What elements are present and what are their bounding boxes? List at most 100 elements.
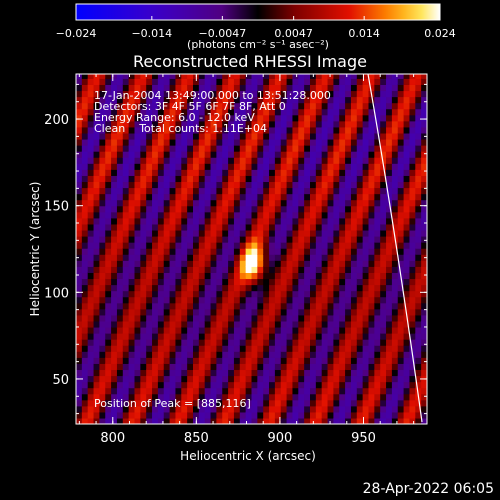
heatmap-cell: [345, 163, 352, 170]
heatmap-cell: [245, 375, 253, 383]
heatmap-cell: [111, 163, 118, 170]
heatmap-cell: [356, 126, 364, 134]
heatmap-cell: [304, 248, 311, 255]
heatmap-cell: [204, 169, 212, 176]
heatmap-cell: [315, 296, 323, 304]
heatmap-cell: [93, 375, 100, 383]
heatmap-cell: [198, 393, 206, 401]
heatmap-cell: [333, 345, 340, 352]
heatmap-cell: [216, 229, 223, 237]
heatmap-cell: [409, 308, 416, 316]
heatmap-cell: [403, 217, 411, 225]
heatmap-cell: [333, 175, 340, 183]
heatmap-cell: [93, 326, 100, 334]
heatmap-cell: [169, 151, 177, 158]
heatmap-cell: [298, 108, 305, 116]
heatmap-cell: [181, 387, 188, 395]
heatmap-cell: [146, 405, 153, 413]
heatmap-cell: [128, 314, 136, 322]
heatmap-cell: [187, 187, 194, 195]
heatmap-cell: [333, 229, 340, 237]
heatmap-cell: [298, 387, 305, 395]
heatmap-cell: [310, 375, 317, 383]
heatmap-cell: [216, 284, 223, 292]
heatmap-cell: [327, 151, 334, 158]
heatmap-cell: [116, 74, 124, 79]
heatmap-cell: [403, 284, 411, 292]
heatmap-cell: [93, 369, 100, 377]
heatmap-cell: [134, 363, 141, 371]
heatmap-cell: [76, 114, 83, 122]
heatmap-cell: [76, 345, 83, 352]
heatmap-cell: [105, 187, 112, 195]
heatmap-cell: [181, 357, 188, 364]
heatmap-cell: [116, 320, 124, 328]
heatmap-cell: [169, 132, 177, 140]
heatmap-cell: [315, 375, 323, 383]
heatmap-cell: [310, 308, 317, 316]
heatmap-cell: [181, 78, 188, 85]
heatmap-cell: [93, 169, 100, 176]
heatmap-cell: [263, 326, 270, 334]
heatmap-cell: [134, 296, 141, 304]
heatmap-cell: [257, 120, 264, 128]
heatmap-cell: [93, 132, 100, 140]
heatmap-cell: [374, 74, 381, 79]
heatmap-cell: [198, 84, 206, 92]
heatmap-cell: [333, 266, 340, 273]
colorbar-tick-label: 0.014: [348, 27, 380, 40]
heatmap-cell: [122, 199, 130, 207]
heatmap-cell: [345, 351, 352, 358]
heatmap-cell: [274, 199, 282, 207]
heatmap-cell: [222, 399, 229, 407]
heatmap-cell: [345, 320, 352, 328]
heatmap-cell: [263, 363, 270, 371]
heatmap-cell: [146, 163, 153, 170]
heatmap-cell: [187, 290, 194, 298]
heatmap-cell: [257, 296, 264, 304]
heatmap-cell: [304, 345, 311, 352]
heatmap-cell: [193, 138, 200, 146]
heatmap-cell: [134, 333, 141, 340]
heatmap-cell: [169, 217, 177, 225]
heatmap-cell: [345, 417, 352, 424]
heatmap-cell: [157, 357, 165, 364]
heatmap-cell: [304, 217, 311, 225]
heatmap-cell: [233, 138, 241, 146]
heatmap-cell: [204, 369, 212, 377]
heatmap-cell: [222, 145, 229, 152]
heatmap-cell: [415, 175, 422, 183]
heatmap-cell: [175, 320, 182, 328]
heatmap-cell: [292, 145, 299, 152]
heatmap-cell: [356, 211, 364, 219]
heatmap-cell: [350, 308, 358, 316]
heatmap-cell: [397, 320, 405, 328]
heatmap-cell: [163, 108, 171, 116]
heatmap-cell: [269, 314, 276, 322]
heatmap-cell: [269, 120, 276, 128]
heatmap-cell: [286, 333, 294, 340]
heatmap-cell: [374, 260, 381, 267]
heatmap-cell: [333, 114, 340, 122]
heatmap-cell: [380, 399, 387, 407]
heatmap-cell: [239, 229, 247, 237]
heatmap-cell: [321, 96, 329, 104]
heatmap-cell: [146, 169, 153, 176]
annotation-line-3: Energy Range: 6.0 - 12.0 keV: [94, 111, 255, 124]
heatmap-cell: [292, 205, 299, 213]
heatmap-cell: [111, 369, 118, 377]
heatmap-cell: [356, 333, 364, 340]
heatmap-cell: [210, 84, 217, 92]
heatmap-cell: [391, 375, 399, 383]
heatmap-cell: [163, 193, 171, 201]
heatmap-cell: [140, 223, 147, 231]
heatmap-cell: [286, 326, 294, 334]
heatmap-cell: [175, 363, 182, 371]
heatmap-cell: [175, 157, 182, 164]
heatmap-cell: [76, 339, 83, 346]
heatmap-cell: [345, 387, 352, 395]
heatmap-cell: [181, 302, 188, 310]
heatmap-cell: [169, 102, 177, 110]
heatmap-cell: [280, 229, 288, 237]
heatmap-cell: [163, 120, 171, 128]
